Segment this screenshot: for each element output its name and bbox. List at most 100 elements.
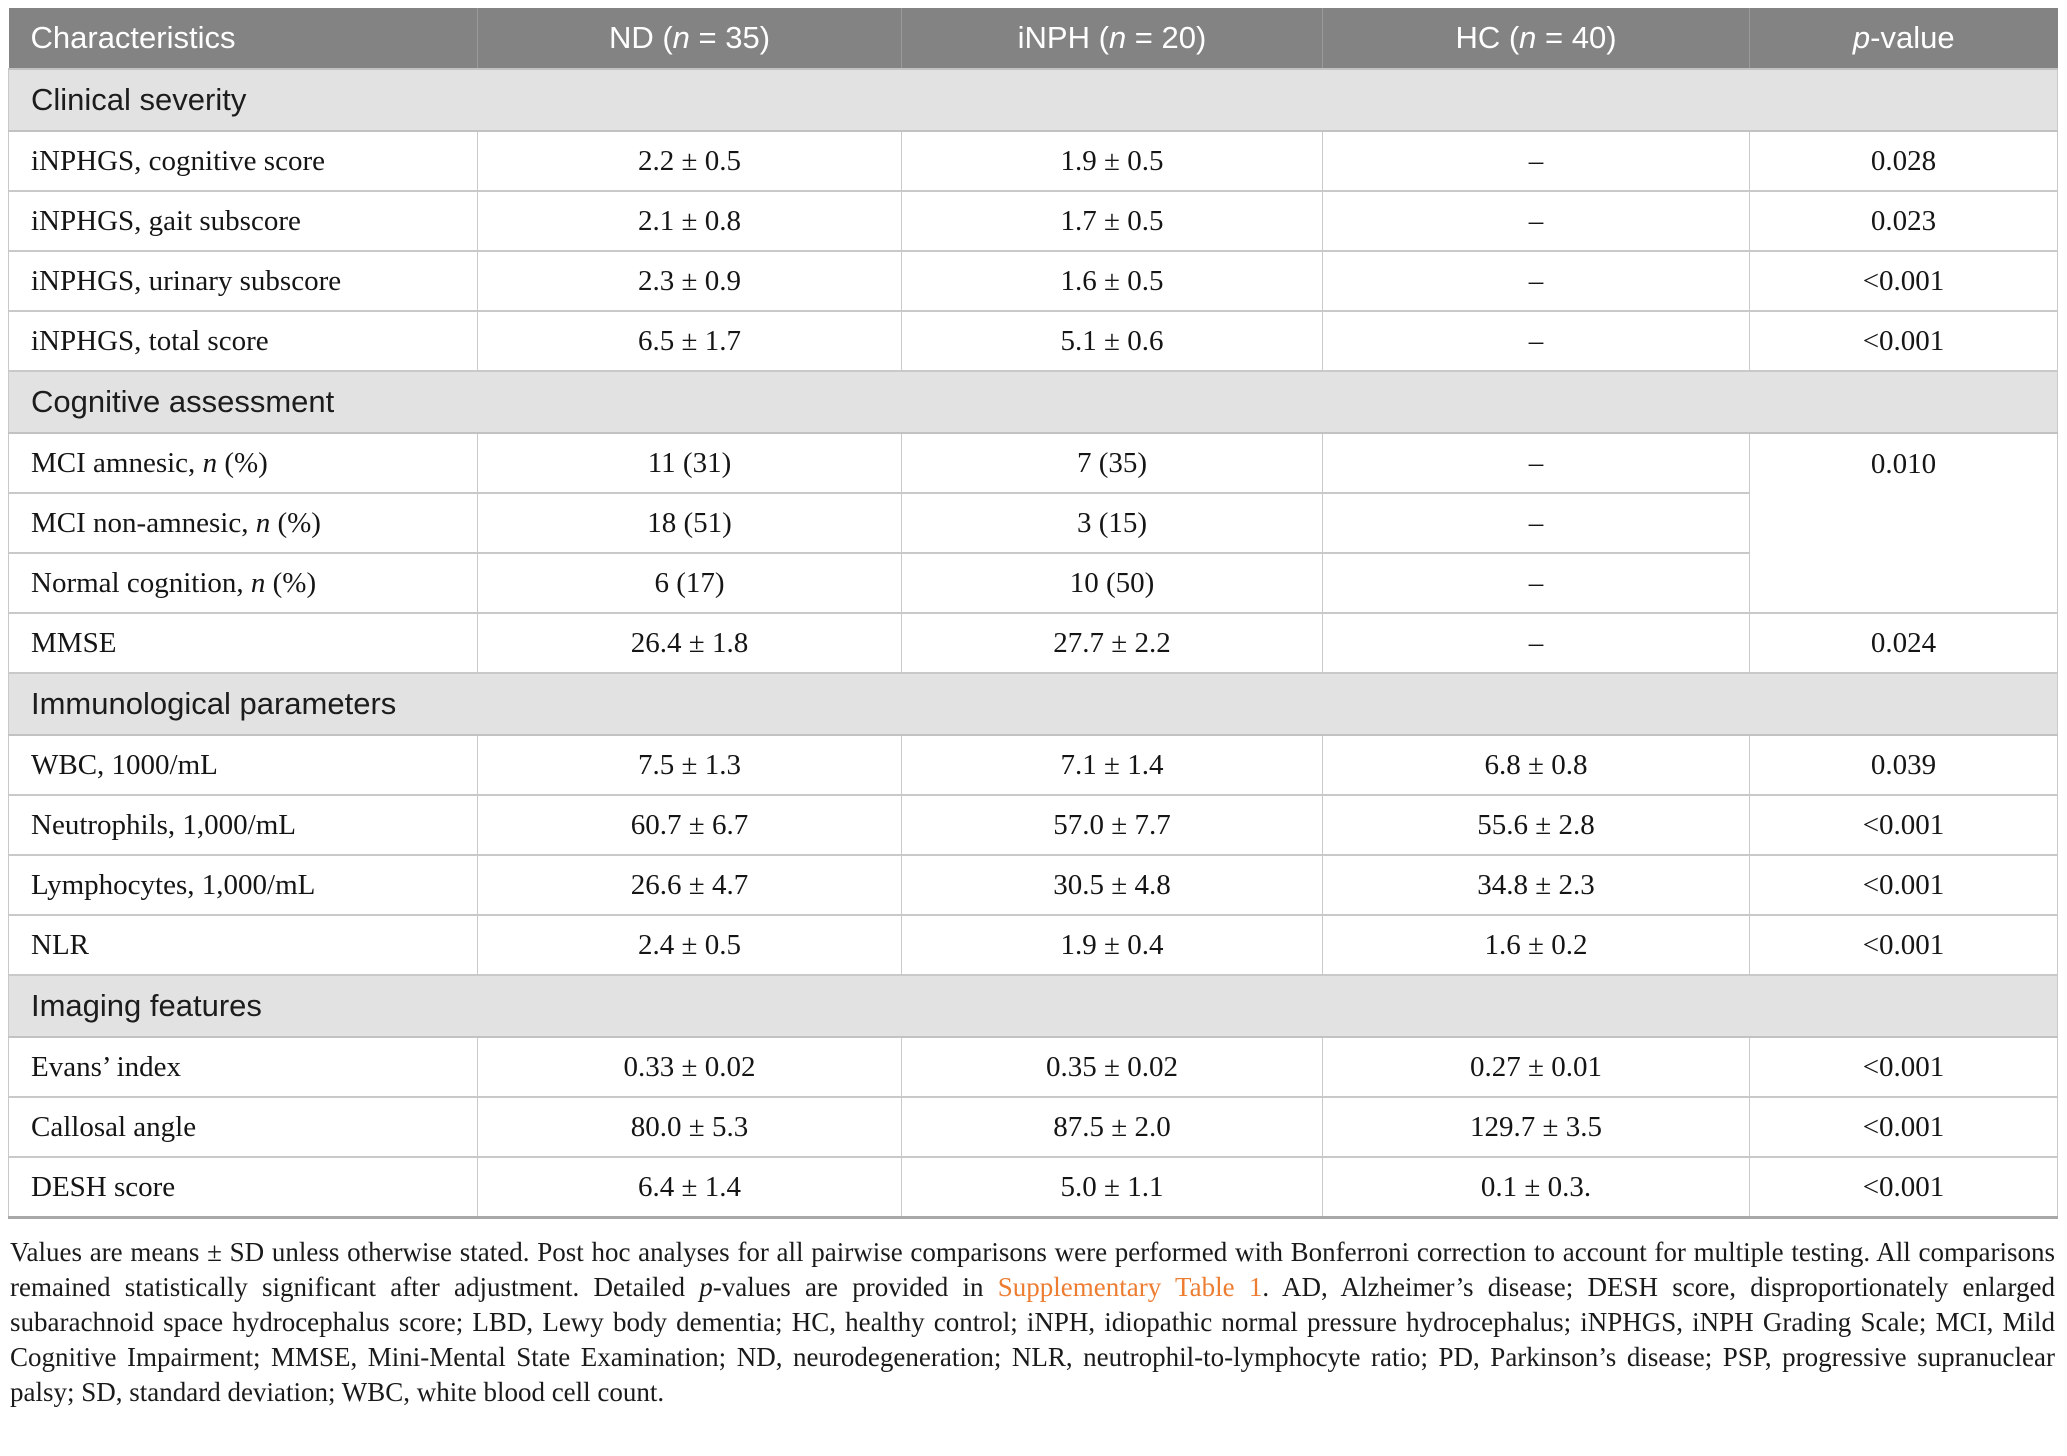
row-label: MCI non-amnesic, n (%) xyxy=(8,492,478,554)
cell-p: <0.001 xyxy=(1749,1036,2058,1098)
cell-nd: 26.4 ± 1.8 xyxy=(477,612,902,674)
table-row: Neutrophils, 1,000/mL 60.7 ± 6.7 57.0 ± 7.… xyxy=(8,794,2058,856)
cell-hc: – xyxy=(1322,552,1750,614)
col-header-inph: iNPH (n = 20) xyxy=(901,8,1323,69)
header-text: HC ( xyxy=(1455,20,1520,55)
cell-inph: 10 (50) xyxy=(901,552,1323,614)
row-label-italic: n xyxy=(250,566,266,599)
table-row: MCI non-amnesic, n (%) 18 (51) 3 (15) – xyxy=(8,492,2058,554)
row-label-text: (%) xyxy=(265,566,317,599)
cell-hc: – xyxy=(1322,190,1750,252)
page: Characteristics ND (n = 35) iNPH (n = 20… xyxy=(8,8,2058,1410)
col-header-pvalue: p-value xyxy=(1749,8,2058,69)
characteristics-table: Characteristics ND (n = 35) iNPH (n = 20… xyxy=(8,8,2058,1219)
supplementary-table-link[interactable]: Supplementary Table 1 xyxy=(997,1272,1263,1302)
table-row: DESH score 6.4 ± 1.4 5.0 ± 1.1 0.1 ± 0.3. <0… xyxy=(8,1156,2058,1219)
col-header-nd: ND (n = 35) xyxy=(477,8,902,69)
table-row: WBC, 1000/mL 7.5 ± 1.3 7.1 ± 1.4 6.8 ± 0.8 0… xyxy=(8,734,2058,796)
table-footnote: Values are means ± SD unless otherwise s… xyxy=(10,1235,2055,1410)
row-label: MMSE xyxy=(8,612,478,674)
cell-nd: 6 (17) xyxy=(477,552,902,614)
row-label-text: iNPHGS, cognitive score xyxy=(31,144,325,177)
section-title: Immunological parameters xyxy=(8,672,2058,736)
cell-nd: 2.2 ± 0.5 xyxy=(477,130,902,192)
cell-inph: 1.6 ± 0.5 xyxy=(901,250,1323,312)
table-row: Lymphocytes, 1,000/mL 26.6 ± 4.7 30.5 ± 4.… xyxy=(8,854,2058,916)
cell-inph: 1.9 ± 0.4 xyxy=(901,914,1323,976)
cell-p: 0.028 xyxy=(1749,130,2058,192)
section-row: Clinical severity xyxy=(8,68,2058,132)
cell-inph: 3 (15) xyxy=(901,492,1323,554)
header-text: = 20) xyxy=(1126,20,1207,55)
row-label-text: Neutrophils, 1,000/mL xyxy=(31,808,297,841)
section-row: Immunological parameters xyxy=(8,672,2058,736)
cell-inph: 27.7 ± 2.2 xyxy=(901,612,1323,674)
cell-inph: 57.0 ± 7.7 xyxy=(901,794,1323,856)
cell-nd: 0.33 ± 0.02 xyxy=(477,1036,902,1098)
cell-hc: 34.8 ± 2.3 xyxy=(1322,854,1750,916)
col-header-characteristics: Characteristics xyxy=(8,8,478,69)
cell-nd: 60.7 ± 6.7 xyxy=(477,794,902,856)
cell-p: 0.023 xyxy=(1749,190,2058,252)
cell-p: <0.001 xyxy=(1749,1156,2058,1219)
cell-p: 0.039 xyxy=(1749,734,2058,796)
cell-hc: – xyxy=(1322,310,1750,372)
header-text: Characteristics xyxy=(30,20,236,55)
table-row: NLR 2.4 ± 0.5 1.9 ± 0.4 1.6 ± 0.2 <0.001 xyxy=(8,914,2058,976)
row-label: DESH score xyxy=(8,1156,478,1219)
cell-hc: 0.1 ± 0.3. xyxy=(1322,1156,1750,1219)
table-body: Clinical severity iNPHGS, cognitive score… xyxy=(8,68,2058,1219)
header-text: -value xyxy=(1870,20,1955,55)
row-label: NLR xyxy=(8,914,478,976)
cell-hc: 6.8 ± 0.8 xyxy=(1322,734,1750,796)
row-label-text: Callosal angle xyxy=(31,1110,197,1143)
header-text: ND ( xyxy=(608,20,673,55)
row-label-italic: n xyxy=(202,446,218,479)
row-label: Callosal angle xyxy=(8,1096,478,1158)
cell-nd: 2.3 ± 0.9 xyxy=(477,250,902,312)
cell-p: 0.024 xyxy=(1749,612,2058,674)
row-label-text: Normal cognition, xyxy=(31,566,251,599)
section-title: Cognitive assessment xyxy=(8,370,2058,434)
header-row: Characteristics ND (n = 35) iNPH (n = 20… xyxy=(8,8,2058,69)
col-header-hc: HC (n = 40) xyxy=(1322,8,1750,69)
row-label-text: iNPHGS, gait subscore xyxy=(31,204,301,237)
row-label-text: DESH score xyxy=(31,1170,176,1203)
row-label: MCI amnesic, n (%) xyxy=(8,432,478,494)
cell-inph: 0.35 ± 0.02 xyxy=(901,1036,1323,1098)
cell-inph: 5.0 ± 1.1 xyxy=(901,1156,1323,1219)
row-label-text: WBC, 1000/mL xyxy=(31,748,218,781)
cell-nd: 7.5 ± 1.3 xyxy=(477,734,902,796)
row-label: WBC, 1000/mL xyxy=(8,734,478,796)
cell-p: 0.010 xyxy=(1749,432,2058,614)
table-row: Normal cognition, n (%) 6 (17) 10 (50) – xyxy=(8,552,2058,614)
cell-nd: 26.6 ± 4.7 xyxy=(477,854,902,916)
table-row: iNPHGS, gait subscore 2.1 ± 0.8 1.7 ± 0.5–… xyxy=(8,190,2058,252)
table-row: iNPHGS, total score 6.5 ± 1.7 5.1 ± 0.6– <0… xyxy=(8,310,2058,372)
row-label-text: MMSE xyxy=(31,626,117,659)
row-label-text: iNPHGS, total score xyxy=(31,324,269,357)
cell-hc: 55.6 ± 2.8 xyxy=(1322,794,1750,856)
row-label: Neutrophils, 1,000/mL xyxy=(8,794,478,856)
cell-hc: – xyxy=(1322,250,1750,312)
section-title: Clinical severity xyxy=(8,68,2058,132)
row-label-text: (%) xyxy=(217,446,268,479)
header-text-italic: p xyxy=(1852,20,1871,55)
table-row: Evans’ index 0.33 ± 0.02 0.35 ± 0.02 0.27 ±… xyxy=(8,1036,2058,1098)
row-label: Evans’ index xyxy=(8,1036,478,1098)
row-label-text: NLR xyxy=(31,928,89,961)
cell-hc: 129.7 ± 3.5 xyxy=(1322,1096,1750,1158)
cell-p: <0.001 xyxy=(1749,854,2058,916)
section-row: Cognitive assessment xyxy=(8,370,2058,434)
table-row: iNPHGS, cognitive score 2.2 ± 0.5 1.9 ± 0.… xyxy=(8,130,2058,192)
section-row: Imaging features xyxy=(8,974,2058,1038)
cell-hc: 1.6 ± 0.2 xyxy=(1322,914,1750,976)
cell-inph: 7.1 ± 1.4 xyxy=(901,734,1323,796)
footnote-text: Values are means ± SD unless otherwise s… xyxy=(10,1237,2055,1302)
header-text: = 35) xyxy=(689,20,771,55)
footnote-text: -values are provided in xyxy=(712,1272,998,1302)
cell-inph: 1.9 ± 0.5 xyxy=(901,130,1323,192)
cell-hc: 0.27 ± 0.01 xyxy=(1322,1036,1750,1098)
cell-nd: 2.4 ± 0.5 xyxy=(477,914,902,976)
cell-hc: – xyxy=(1322,612,1750,674)
